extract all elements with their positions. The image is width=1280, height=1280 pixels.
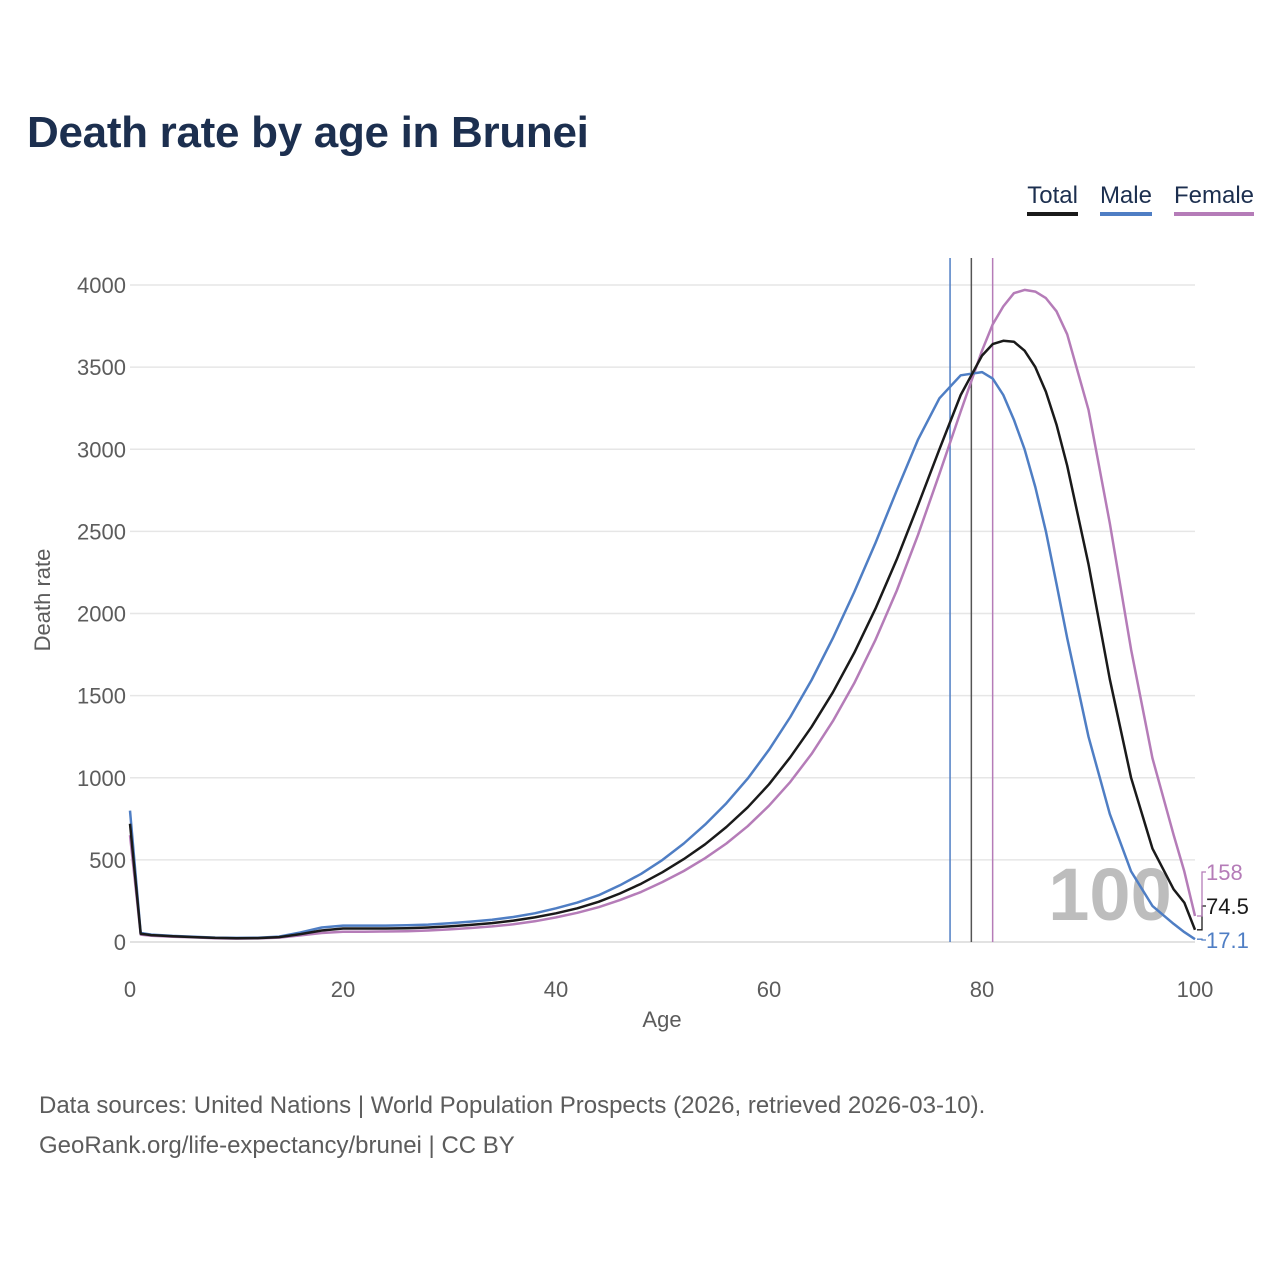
death-rate-chart: 100 0 500 1000 1500 2000 2500 3000 3500 4000 0 20…: [30, 258, 1249, 1032]
footer-attribution: GeoRank.org/life-expectancy/brunei | CC …: [39, 1132, 515, 1159]
y-tick-label-3500: 3500: [77, 355, 126, 380]
y-tick-label-4000: 4000: [77, 273, 126, 298]
chart-title: Death rate by age in Brunei: [27, 108, 589, 157]
y-tick-label-500: 500: [89, 848, 126, 873]
y-tick-labels: 0 500 1000 1500 2000 2500 3000 3500 4000: [77, 273, 126, 955]
x-tick-label-40: 40: [544, 977, 568, 1002]
series-line-male[interactable]: [128, 370, 1196, 941]
end-label-leader-male: [1197, 938, 1206, 941]
end-label-total: 74.5: [1206, 894, 1249, 919]
series-line-female[interactable]: [128, 288, 1197, 940]
x-tick-label-0: 0: [124, 977, 136, 1002]
y-tick-label-3000: 3000: [77, 437, 126, 462]
x-tick-label-20: 20: [331, 977, 355, 1002]
footer-source: Data sources: United Nations | World Pop…: [39, 1092, 986, 1119]
legend-item-male[interactable]: Male: [1099, 182, 1152, 216]
x-tick-labels: 0 20 40 60 80 100: [124, 977, 1213, 1002]
x-axis-title: Age: [642, 1007, 681, 1032]
y-tick-label-0: 0: [114, 930, 126, 955]
series-lines: [128, 288, 1197, 941]
y-tick-label-2500: 2500: [77, 519, 126, 544]
end-label-female: 158: [1206, 860, 1243, 885]
watermark-age: 100: [1048, 853, 1171, 936]
legend: Total Male Female: [1027, 182, 1254, 216]
y-axis-title: Death rate: [30, 549, 55, 652]
end-label-leader-female: [1197, 871, 1206, 917]
reference-lines: [949, 258, 994, 942]
end-labels: 74.5 17.1 158: [1197, 860, 1249, 953]
end-label-leader-total: [1197, 905, 1206, 931]
x-tick-label-100: 100: [1177, 977, 1214, 1002]
series-line-total[interactable]: [128, 339, 1197, 940]
footer: Data sources: United Nations | World Pop…: [39, 1086, 985, 1166]
x-tick-label-60: 60: [757, 977, 781, 1002]
end-label-male: 17.1: [1206, 928, 1249, 953]
y-tick-label-1500: 1500: [77, 684, 126, 709]
legend-item-total[interactable]: Total: [1027, 182, 1078, 216]
x-tick-label-80: 80: [970, 977, 994, 1002]
legend-item-female[interactable]: Female: [1173, 182, 1254, 216]
y-tick-label-1000: 1000: [77, 766, 126, 791]
y-tick-label-2000: 2000: [77, 602, 126, 627]
grid-lines: [130, 284, 1195, 943]
